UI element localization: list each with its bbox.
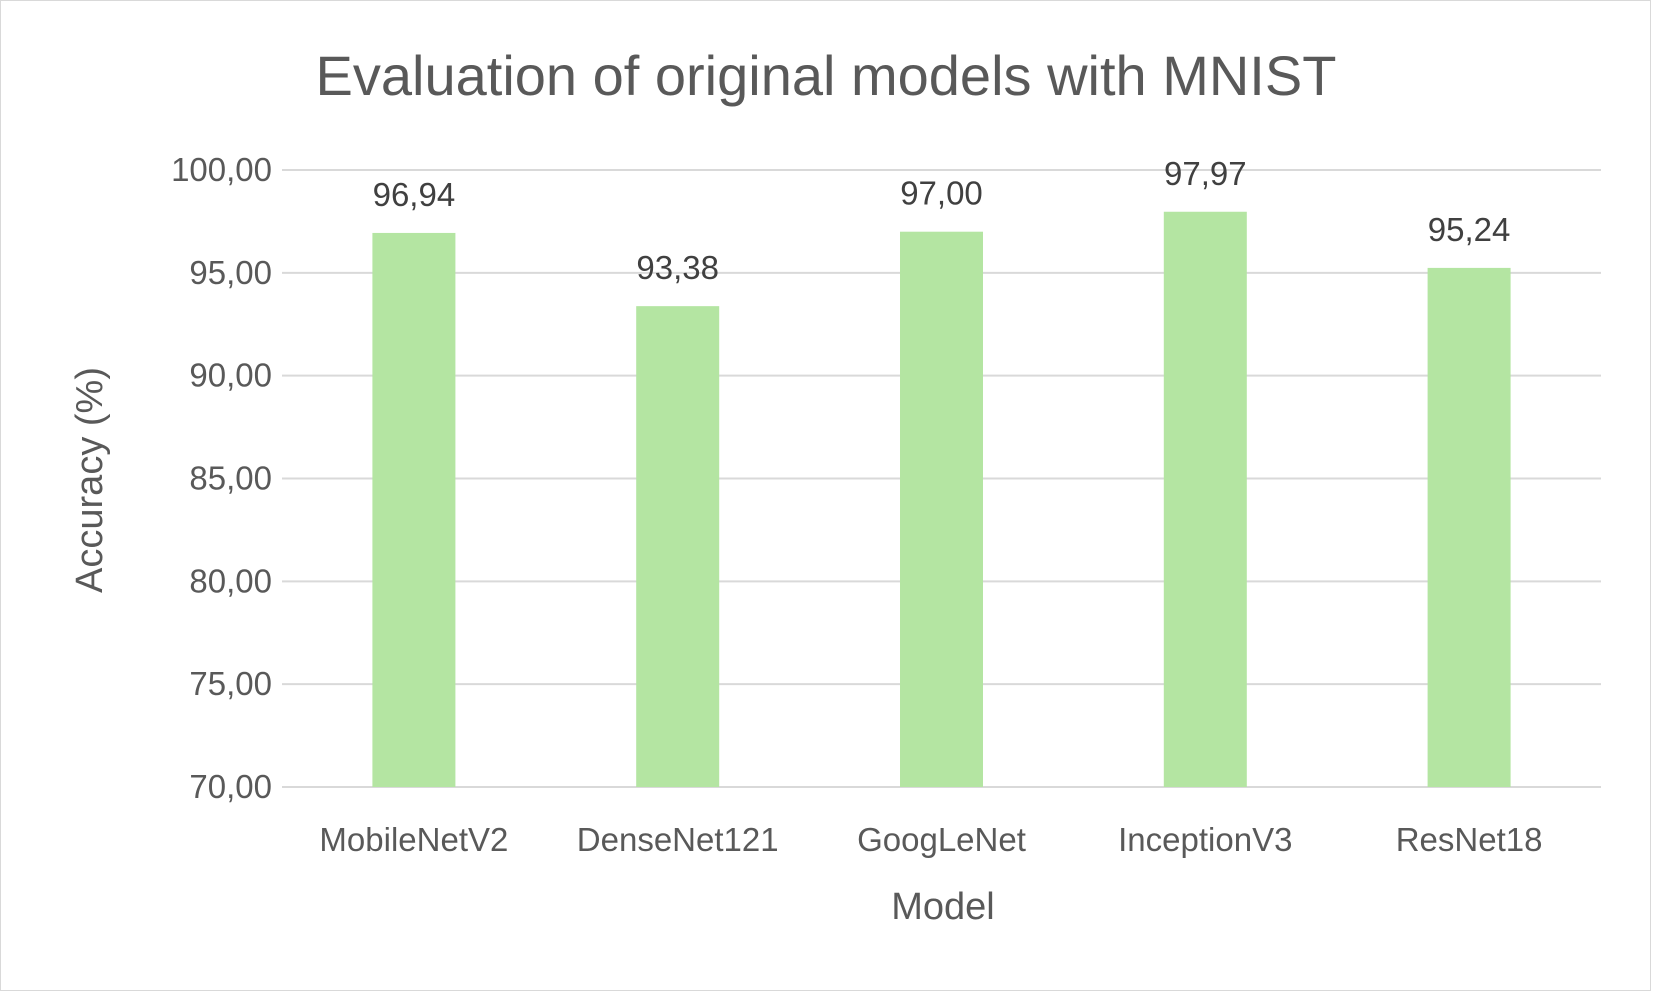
- data-label: 93,38: [636, 249, 719, 286]
- y-tick-label: 85,00: [189, 460, 272, 497]
- bar: [900, 231, 983, 787]
- data-labels: 96,94 93,38 97,00 97,97 95,24: [373, 155, 1511, 286]
- x-axis-ticks: MobileNetV2 DenseNet121 GoogLeNet Inception…: [319, 821, 1542, 858]
- x-tick-label: ResNet18: [1396, 821, 1543, 858]
- y-tick-label: 75,00: [189, 665, 272, 702]
- data-label: 97,97: [1164, 155, 1247, 192]
- x-tick-label: MobileNetV2: [319, 821, 508, 858]
- y-tick-label: 70,00: [189, 768, 272, 805]
- data-label: 95,24: [1428, 211, 1511, 248]
- y-axis-label: Accuracy (%): [69, 367, 111, 593]
- data-label: 97,00: [900, 175, 983, 212]
- bars: [372, 211, 1511, 787]
- x-tick-label: InceptionV3: [1118, 821, 1292, 858]
- y-tick-label: 95,00: [189, 254, 272, 291]
- bar: [1163, 211, 1247, 787]
- x-axis-label: Model: [891, 886, 995, 928]
- bar: [372, 232, 456, 787]
- x-tick-label: GoogLeNet: [857, 821, 1026, 858]
- y-tick-label: 90,00: [189, 357, 272, 394]
- bar: [636, 306, 720, 787]
- y-tick-label: 80,00: [189, 562, 272, 599]
- bar: [1427, 267, 1511, 787]
- x-tick-label: DenseNet121: [577, 821, 779, 858]
- y-tick-label: 100,00: [171, 151, 272, 188]
- chart-title: Evaluation of original models with MNIST: [316, 44, 1337, 107]
- y-axis-ticks: 70,00 75,00 80,00 85,00 90,00 95,00 100,00: [171, 151, 272, 805]
- data-label: 96,94: [373, 176, 456, 213]
